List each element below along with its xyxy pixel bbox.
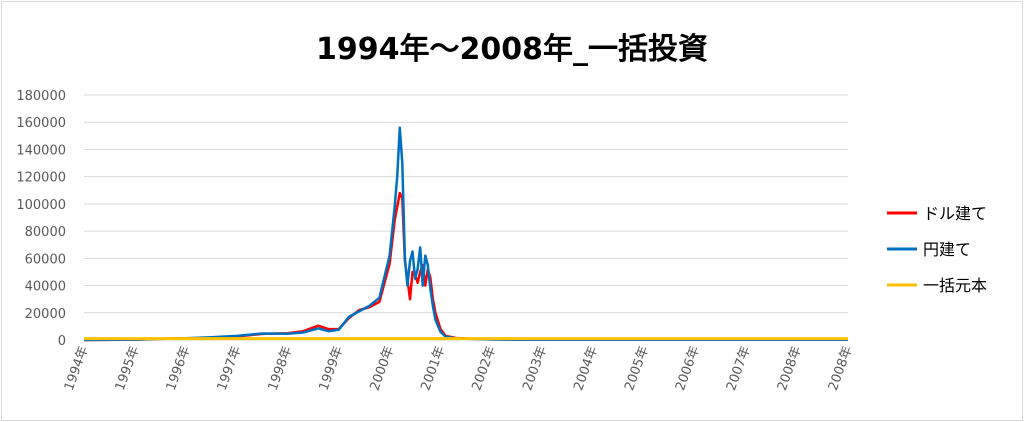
y-tick-label: 0 [58, 334, 66, 349]
legend-label: 一括元本 [923, 276, 987, 295]
series-line [83, 126, 848, 342]
x-tick-label: 1998年 [266, 344, 296, 392]
series-lines [83, 126, 848, 342]
x-tick-label: 2000年 [367, 344, 397, 392]
y-tick-label: 80000 [25, 225, 66, 240]
x-tick-label: 2005年 [622, 344, 652, 392]
y-tick-label: 40000 [25, 280, 66, 295]
y-tick-label: 60000 [25, 252, 66, 267]
x-tick-label: 1995年 [113, 344, 143, 392]
y-tick-label: 160000 [16, 116, 66, 131]
gridlines [84, 94, 848, 341]
y-tick-label: 180000 [16, 89, 66, 104]
x-tick-label: 2008年 [826, 344, 856, 392]
x-tick-label: 2002年 [469, 344, 499, 392]
y-tick-label: 140000 [16, 143, 66, 158]
x-axis-labels: 1994年 1995年 1996年 1997年 1998年 1999年 2000年 2001年… [62, 344, 856, 392]
x-tick-label: 2004年 [571, 344, 601, 392]
legend-label: ドル建て [923, 204, 987, 223]
x-tick-label: 2006年 [673, 344, 703, 392]
legend-label: 円建て [923, 240, 971, 259]
x-tick-label: 1996年 [164, 344, 194, 392]
y-tick-label: 20000 [25, 307, 66, 322]
x-tick-label: 2003年 [520, 344, 550, 392]
y-tick-label: 100000 [16, 198, 66, 213]
x-tick-label: 2008年 [775, 344, 805, 392]
x-tick-label: 2007年 [724, 344, 754, 392]
y-tick-label: 120000 [16, 171, 66, 186]
x-tick-label: 1997年 [215, 344, 245, 392]
x-tick-label: 1994年 [62, 344, 92, 392]
y-axis-labels: 0 20000 40000 60000 80000 100000 120000 140000 1… [16, 89, 66, 349]
x-tick-label: 1999年 [317, 344, 347, 392]
chart-title: 1994年～2008年_一括投資 [316, 32, 708, 67]
x-tick-label: 2001年 [418, 344, 448, 392]
series-line [83, 191, 848, 342]
